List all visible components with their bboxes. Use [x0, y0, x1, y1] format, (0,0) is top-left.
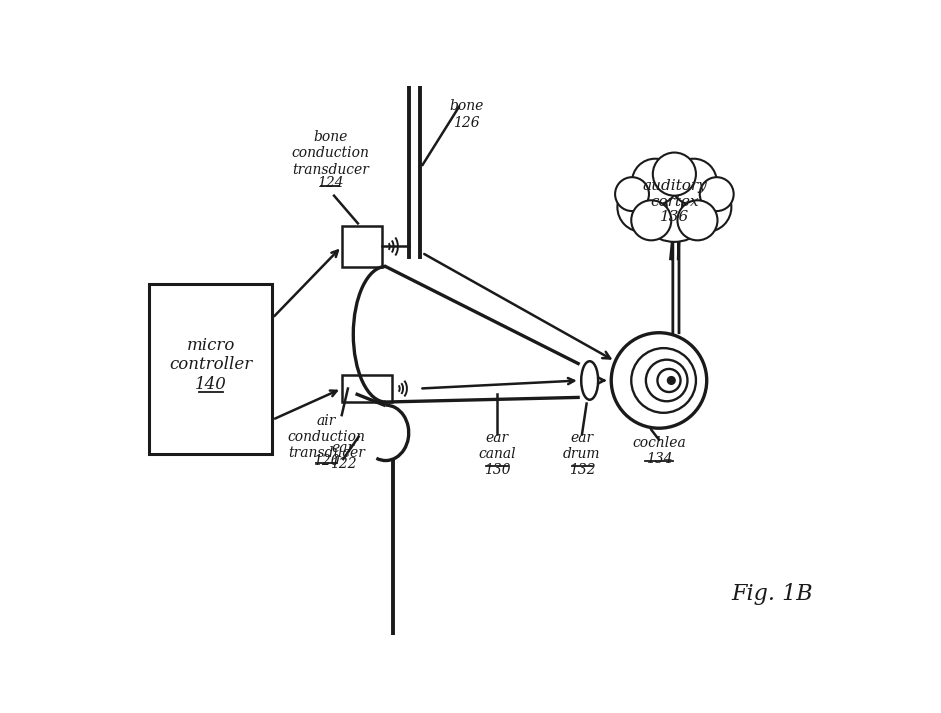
Bar — [342, 227, 382, 267]
Text: bone
conduction
transducer: bone conduction transducer — [292, 130, 369, 177]
Text: 120: 120 — [313, 453, 340, 468]
Text: Fig. 1B: Fig. 1B — [731, 583, 813, 605]
Circle shape — [631, 200, 671, 240]
Bar — [342, 375, 391, 402]
Circle shape — [632, 159, 678, 205]
Text: ear
canal
130: ear canal 130 — [478, 431, 516, 477]
Circle shape — [617, 183, 666, 232]
Text: ear
122: ear 122 — [330, 441, 357, 471]
Text: 140: 140 — [195, 376, 227, 393]
Text: cochlea
134: cochlea 134 — [632, 436, 686, 466]
Circle shape — [658, 369, 680, 392]
Circle shape — [678, 200, 717, 240]
Circle shape — [612, 333, 707, 429]
Circle shape — [646, 359, 688, 401]
Text: auditory
cortex: auditory cortex — [642, 179, 707, 209]
Circle shape — [671, 159, 717, 205]
Circle shape — [682, 183, 731, 232]
Text: 136: 136 — [660, 210, 689, 224]
Text: ear
drum
132: ear drum 132 — [564, 431, 600, 477]
Text: air
conduction
transducer: air conduction transducer — [287, 414, 365, 460]
Circle shape — [667, 376, 675, 384]
Bar — [150, 284, 273, 453]
Text: bone
126: bone 126 — [449, 99, 484, 130]
Text: 124: 124 — [317, 176, 343, 190]
Circle shape — [636, 165, 713, 242]
Circle shape — [700, 178, 734, 211]
Text: micro
controller: micro controller — [169, 337, 252, 374]
Circle shape — [615, 178, 649, 211]
Circle shape — [631, 348, 696, 413]
Circle shape — [653, 153, 696, 195]
